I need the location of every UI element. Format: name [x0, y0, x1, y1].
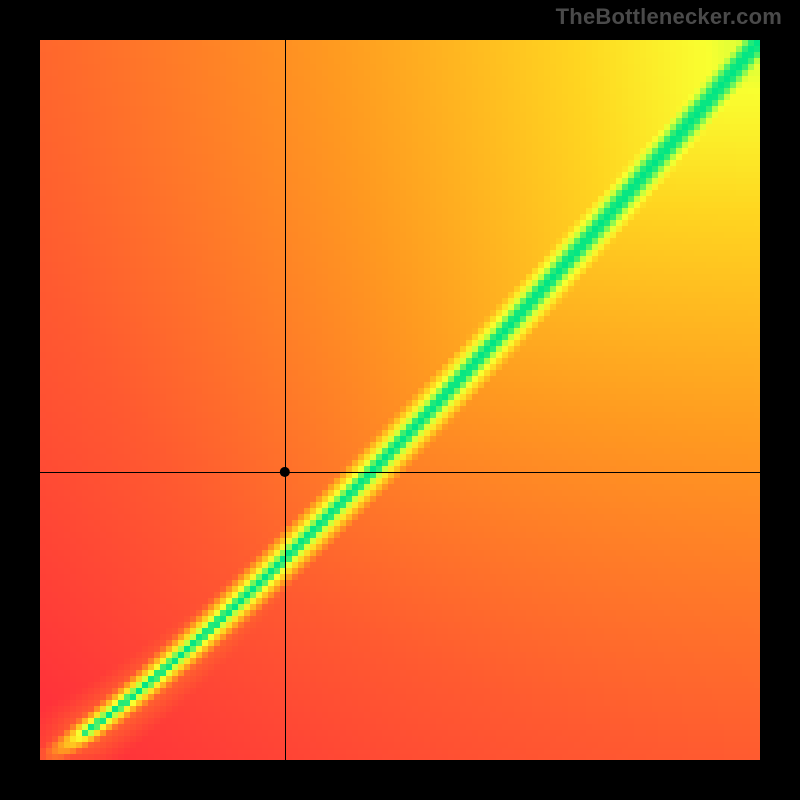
plot-area	[40, 40, 760, 760]
heatmap-canvas	[40, 40, 760, 760]
chart-frame: TheBottlenecker.com	[0, 0, 800, 800]
watermark-text: TheBottlenecker.com	[556, 4, 782, 30]
